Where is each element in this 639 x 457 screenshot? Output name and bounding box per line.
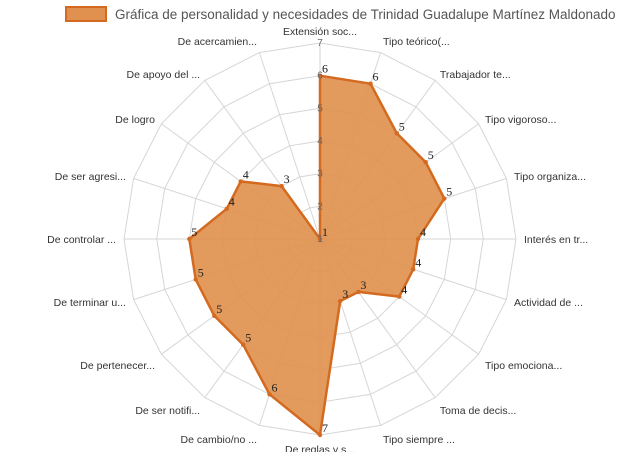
data-point[interactable] [423,160,428,165]
category-label: Tipo vigoroso... [485,114,556,126]
data-point[interactable] [279,183,284,189]
category-label: Extensión soc... [283,26,357,38]
category-label: De terminar u... [54,297,126,309]
data-label: 3 [360,278,366,292]
legend-label[interactable]: Gráfica de personalidad y necesidades de… [115,7,616,22]
category-label: De reglas y s... [285,444,355,452]
axis-tick-label: 4 [317,136,323,147]
category-label: De controlar ... [47,234,116,246]
legend-swatch[interactable] [65,6,107,22]
axis-tick-label: 5 [317,103,323,114]
series-area[interactable] [188,74,446,437]
data-label: 5 [245,331,251,345]
axis-tick-label: 1 [317,234,323,245]
data-label: 6 [322,62,328,76]
category-label: De logro [115,114,155,126]
data-point[interactable] [397,294,402,299]
data-point[interactable] [356,289,361,295]
data-point[interactable] [193,277,198,282]
data-point[interactable] [187,236,192,242]
data-label: 5 [216,302,222,316]
category-label: De apoyo del ... [127,69,201,81]
tick-labels: 1 2 3 4 5 6 7 [317,38,323,245]
axis-tick-label: 6 [317,71,323,82]
legend[interactable]: Gráfica de personalidad y necesidades de… [65,6,616,22]
data-label: 5 [399,119,405,133]
category-labels: Extensión soc... Tipo teórico(... Trabajad… [47,26,588,456]
data-point[interactable] [267,392,272,397]
category-label: Tipo emociona... [485,360,562,372]
data-point[interactable] [394,131,399,136]
data-point[interactable] [442,196,447,201]
data-label: 4 [243,167,249,181]
data-point[interactable] [317,236,323,242]
axis-tick-label: 3 [317,169,323,180]
data-point[interactable] [368,81,373,86]
data-label: 4 [420,225,426,239]
category-label: Tipo teórico(... [383,36,450,48]
data-point[interactable] [224,206,229,211]
data-label: 5 [191,225,197,239]
data-label: 4 [229,195,235,209]
data-label: 3 [284,172,290,186]
data-point[interactable] [238,179,243,184]
data-label: 4 [401,283,407,297]
data-point[interactable] [415,236,421,242]
series-layer [187,73,447,438]
category-label: De ser notifi... [135,405,200,417]
data-label: 3 [342,287,348,301]
category-label: Toma de decis... [440,405,516,417]
axis-tick-label: 2 [317,201,323,212]
data-point[interactable] [317,432,323,438]
category-label: Trabajador te... [440,69,511,81]
data-point[interactable] [317,73,323,78]
data-point[interactable] [212,313,217,318]
axis-tick-label: 7 [317,38,323,49]
grid-spoke [258,52,321,240]
data-label: 4 [415,255,421,269]
data-label: 5 [198,265,204,279]
category-label: Actividad de ... [514,297,583,309]
data-label: 6 [373,70,379,84]
category-label: Tipo siempre ... [383,434,455,446]
data-label: 5 [446,185,452,199]
data-label: 6 [272,380,278,394]
category-label: De pertenecer... [80,360,155,372]
category-label: Interés en tr... [524,234,588,246]
data-label: 5 [428,148,434,162]
category-label: De ser agresi... [55,171,126,183]
category-label: Tipo organiza... [514,171,586,183]
data-point[interactable] [338,298,343,304]
data-label: 7 [322,421,328,435]
category-label: De acercamien... [178,36,257,48]
data-point[interactable] [241,342,246,347]
category-label: De cambio/no ... [181,434,257,446]
data-point[interactable] [411,267,416,272]
data-label: 1 [322,225,328,239]
